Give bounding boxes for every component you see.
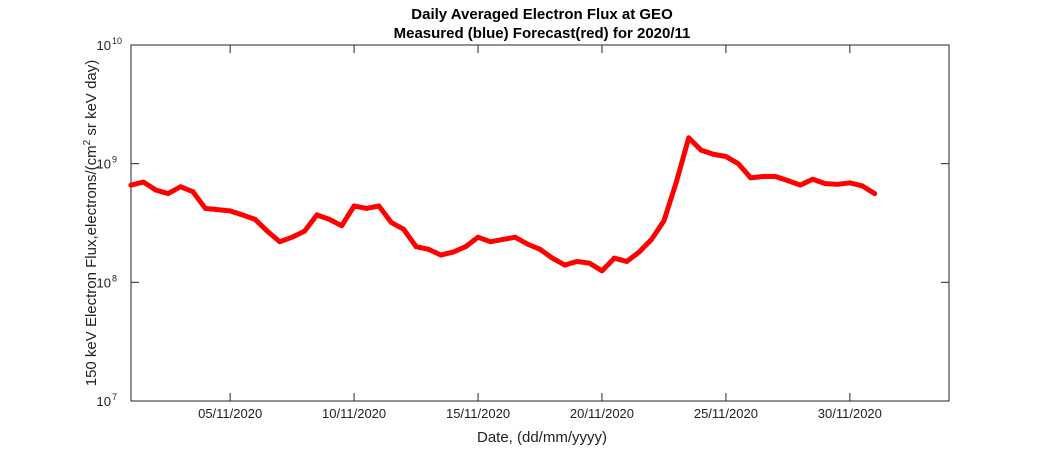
data-points (128, 135, 878, 274)
y-tick-label: 10 (97, 275, 111, 290)
y-axis-label: 150 keV Electron Flux,electrons/(cm2 sr … (82, 60, 100, 387)
y-tick-label: 10 (97, 157, 111, 172)
x-tick-label: 05/11/2020 (198, 406, 262, 421)
y-axis-label-superscript: 2 (82, 139, 93, 145)
y-tick-exponent: 10 (112, 36, 122, 46)
x-tick-label: 10/11/2020 (322, 406, 386, 421)
y-axis-label-suffix: sr keV day) (83, 60, 100, 140)
x-tick-label: 30/11/2020 (818, 406, 882, 421)
x-tick-label: 25/11/2020 (694, 406, 758, 421)
y-tick-exponent: 8 (112, 273, 117, 283)
flux-point (872, 190, 878, 197)
x-tick-label: 15/11/2020 (446, 406, 510, 421)
x-axis-label: Date, (dd/mm/yyyy) (477, 429, 607, 446)
y-tick-exponent: 7 (112, 392, 117, 402)
y-tick-label: 10 (97, 394, 111, 409)
chart-title: Daily Averaged Electron Flux at GEO (411, 6, 673, 23)
x-tick-label: 20/11/2020 (570, 406, 634, 421)
y-tick-label: 10 (97, 38, 111, 53)
x-axis-ticks: 05/11/2020 10/11/2020 15/11/2020 20/11/2020… (198, 45, 882, 421)
chart-subtitle: Measured (blue) Forecast(red) for 2020/1… (394, 25, 691, 42)
plot-frame (130, 44, 950, 402)
y-axis-label-main: 150 keV Electron Flux,electrons/(cm (83, 145, 100, 386)
y-tick-exponent: 9 (112, 155, 117, 165)
